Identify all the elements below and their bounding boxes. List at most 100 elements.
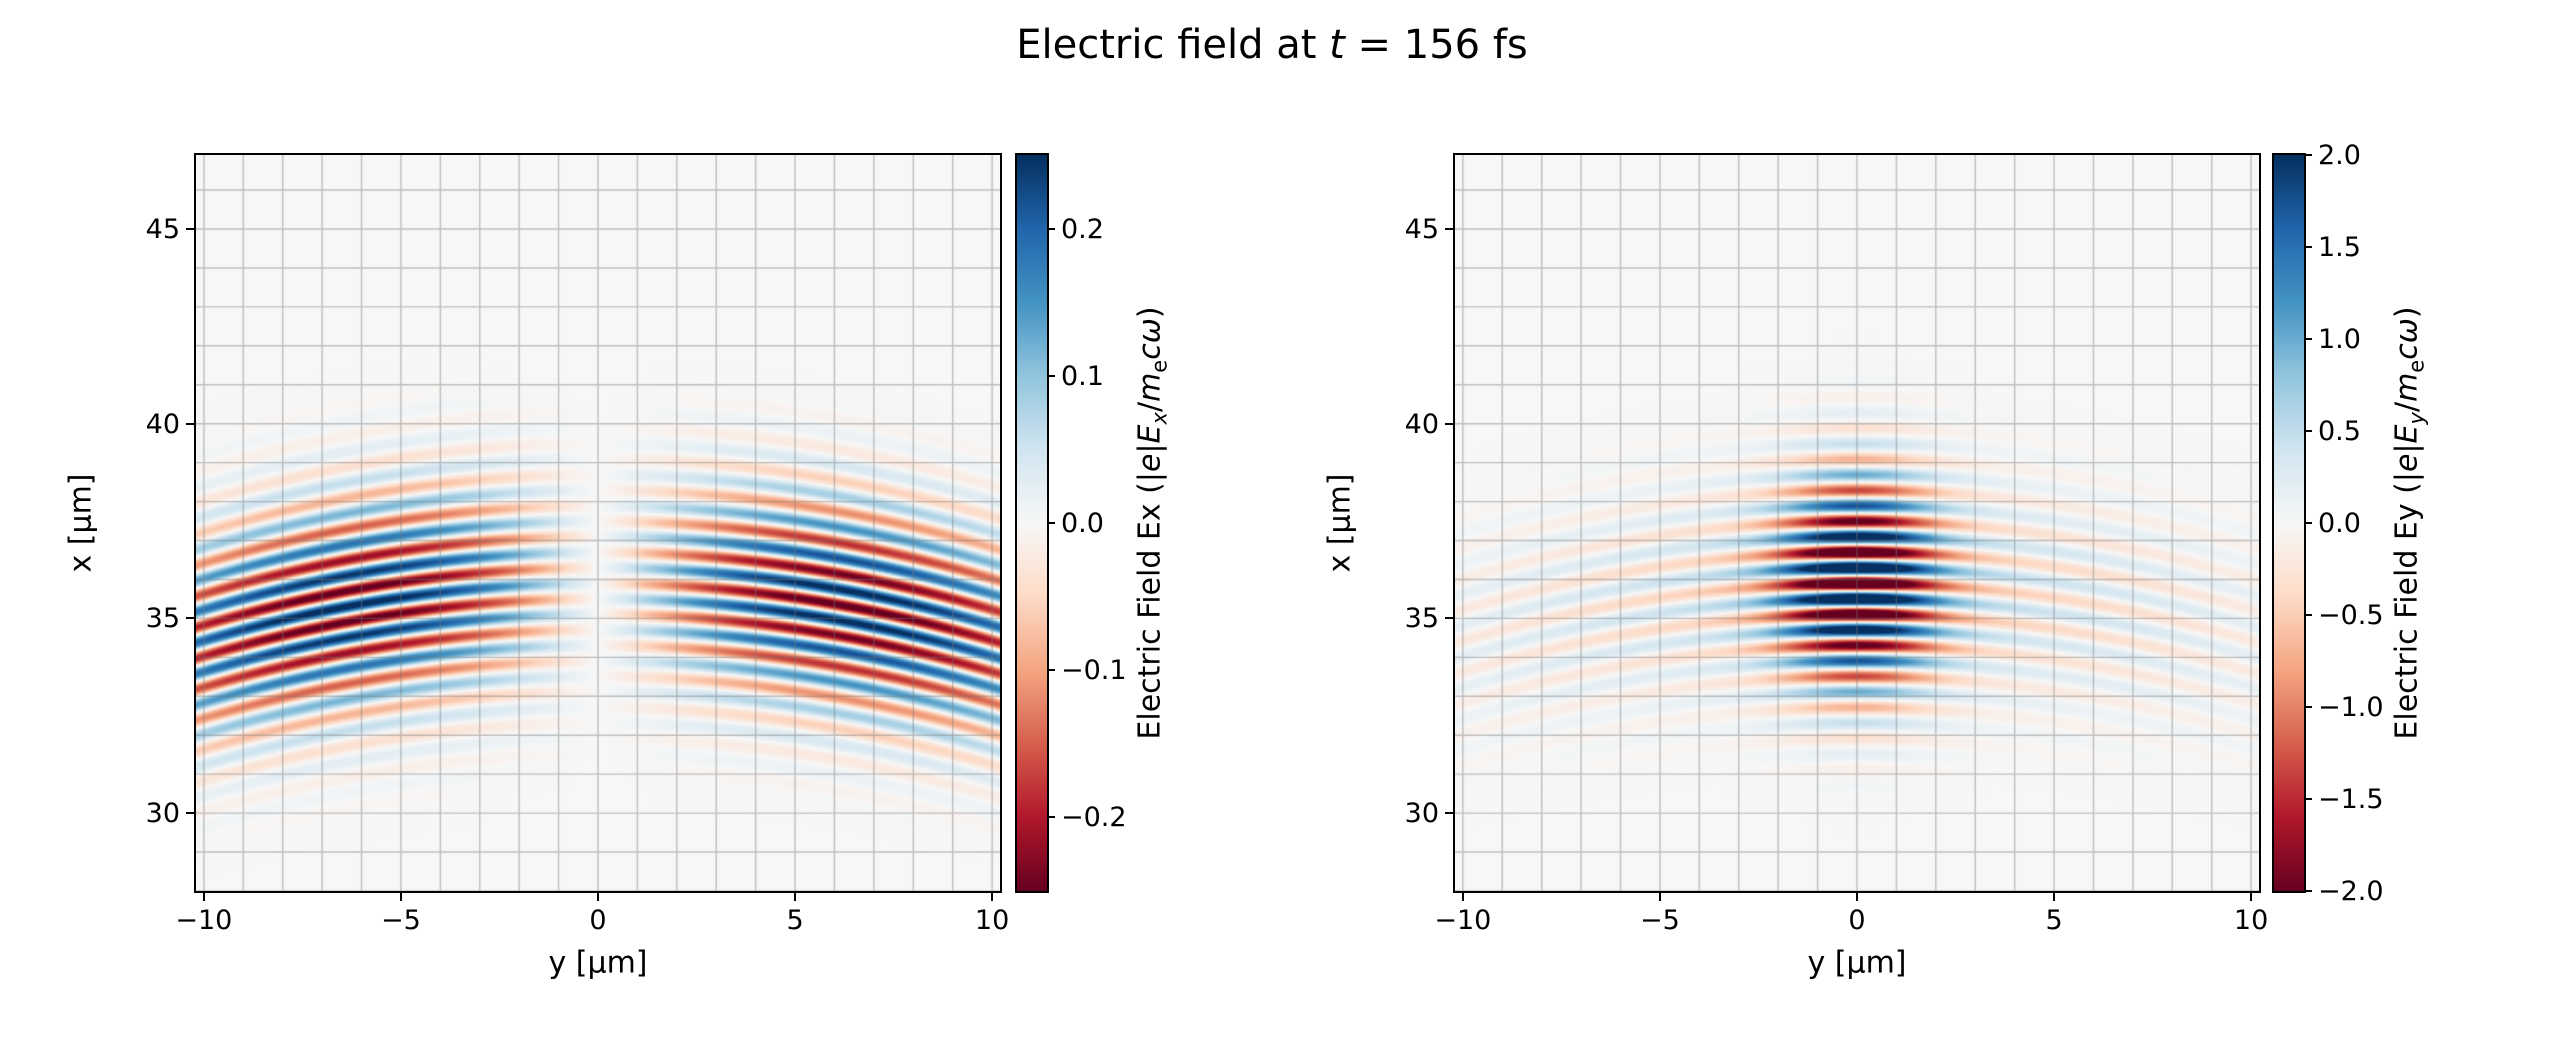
label-segment: x [1147, 412, 1172, 425]
colorbar-tick [2304, 246, 2312, 248]
y-tick [1445, 227, 1455, 230]
x-tick-label: −5 [1640, 905, 1680, 936]
x-tick [1461, 891, 1464, 901]
colorbar-tick-label: −0.1 [1061, 655, 1127, 687]
colorbar-tick-label: 0.1 [1061, 360, 1104, 392]
label-segment: e [1132, 453, 1168, 473]
x-tick [399, 891, 402, 901]
label-segment: | [2389, 443, 2425, 454]
y-tick [1445, 422, 1455, 425]
ylabel-ex: x [μm] [63, 473, 99, 573]
x-tick-label: 0 [1848, 905, 1866, 936]
colorbar-tick-label: −2.0 [2318, 876, 2384, 907]
y-tick-label: 45 [145, 213, 180, 245]
y-tick-label: 30 [1404, 798, 1439, 830]
x-tick [794, 891, 797, 901]
colorbar-tick-label: 1.5 [2318, 232, 2361, 263]
y-tick [186, 812, 196, 815]
colorbar-tick-label: 1.0 [2318, 324, 2361, 355]
label-segment: / [1132, 401, 1168, 413]
label-segment: Electric Field Ex (| [1132, 472, 1168, 740]
x-tick [202, 891, 205, 901]
colorbar-ex [1017, 155, 1047, 891]
y-tick-label: 35 [1404, 603, 1439, 635]
colorbar-label-ey: Electric Field Ey (|e|Ey/mecω) [2390, 306, 2429, 739]
y-tick-label: 40 [1404, 408, 1439, 440]
y-tick-label: 35 [145, 603, 180, 635]
label-segment: ) [1132, 306, 1168, 319]
colorbar-tick [2304, 430, 2312, 432]
x-tick-label: 0 [589, 905, 607, 936]
colorbar-tick-label: 2.0 [2318, 140, 2361, 171]
colorbar-tick-label: 0.0 [2318, 508, 2361, 539]
y-tick [1445, 617, 1455, 620]
colorbar-tick-label: 0.0 [1061, 508, 1104, 539]
label-segment: ) [2389, 306, 2425, 319]
x-tick-label: 5 [786, 905, 804, 936]
colorbar-tick [1047, 227, 1055, 230]
x-tick-label: 10 [2233, 905, 2269, 936]
colorbar-tick-label: −0.2 [1061, 802, 1127, 834]
label-segment: t [1329, 22, 1345, 68]
x-tick-label: −10 [175, 905, 233, 936]
label-segment: y [2404, 412, 2429, 425]
label-segment: Electric Field Ey (| [2389, 472, 2425, 740]
label-segment: e [1147, 359, 1172, 373]
colorbar-tick-label: 0.5 [2318, 416, 2361, 447]
heatmap-ey [1455, 155, 2259, 891]
label-segment: e [2404, 359, 2429, 373]
label-segment: m [1132, 372, 1168, 402]
colorbar-tick-label: −0.5 [2318, 600, 2384, 631]
colorbar-tick-label: −1.0 [2318, 692, 2384, 723]
label-segment: Electric field at [1016, 22, 1330, 68]
x-tick [991, 891, 994, 901]
colorbar-tick-label: 0.2 [1061, 213, 1104, 245]
xlabel-ey: y [μm] [1807, 945, 1907, 981]
label-segment: c [1132, 343, 1168, 360]
colorbar-tick [1047, 522, 1055, 524]
x-tick [2053, 891, 2056, 901]
x-tick-label: −5 [381, 905, 421, 936]
heatmap-ex [196, 155, 1000, 891]
label-segment: / [2389, 401, 2425, 413]
figure-title: Electric field at t = 156 fs [1016, 22, 1528, 68]
x-tick [1658, 891, 1661, 901]
x-tick-label: 10 [974, 905, 1010, 936]
y-tick-label: 40 [145, 408, 180, 440]
ylabel-ey: x [μm] [1322, 473, 1358, 573]
colorbar-tick [2304, 614, 2312, 616]
colorbar-tick [1047, 816, 1055, 819]
label-segment: m [2389, 372, 2425, 402]
y-tick-label: 30 [145, 798, 180, 830]
x-tick [2250, 891, 2253, 901]
label-segment: ω [1132, 318, 1168, 344]
colorbar-tick [2304, 890, 2312, 892]
x-tick [1856, 891, 1858, 901]
label-segment: | [1132, 443, 1168, 454]
label-segment: = 156 fs [1344, 22, 1528, 68]
label-segment: E [2389, 424, 2425, 444]
xlabel-ex: y [μm] [548, 945, 648, 981]
colorbar-tick [2304, 798, 2312, 800]
colorbar-ey [2274, 155, 2304, 891]
x-tick-label: −10 [1434, 905, 1492, 936]
label-segment: e [2389, 453, 2425, 473]
colorbar-label-ex: Electric Field Ex (|e|Ex/mecω) [1133, 306, 1172, 739]
y-tick-label: 45 [1404, 213, 1439, 245]
colorbar-tick [1047, 669, 1055, 672]
y-tick [186, 422, 196, 425]
colorbar-tick [2304, 706, 2312, 708]
label-segment: c [2389, 343, 2425, 360]
colorbar-tick-label: −1.5 [2318, 784, 2384, 815]
y-tick [186, 227, 196, 230]
colorbar-tick [2304, 338, 2312, 340]
colorbar-tick [2304, 154, 2312, 156]
colorbar-tick [2304, 522, 2312, 524]
x-tick-label: 5 [2045, 905, 2063, 936]
y-tick [186, 617, 196, 620]
colorbar-tick [1047, 374, 1055, 377]
y-tick [1445, 812, 1455, 815]
label-segment: E [1132, 424, 1168, 444]
x-tick [597, 891, 599, 901]
